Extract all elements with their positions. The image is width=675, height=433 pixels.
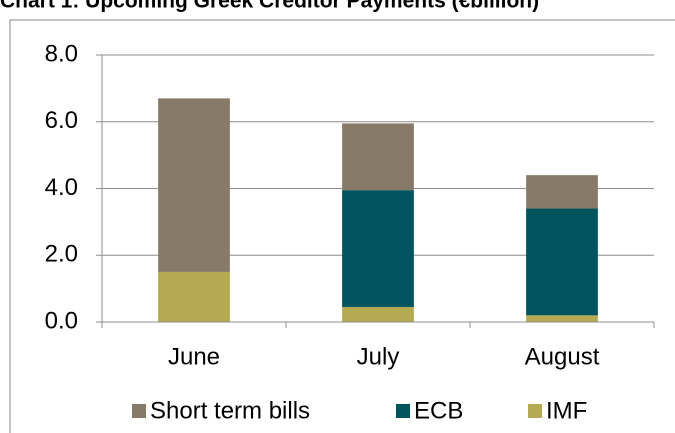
bar-segment: [526, 175, 598, 209]
legend-label: IMF: [546, 397, 587, 424]
y-tick-label: 2.0: [45, 241, 78, 268]
x-tick-label: August: [525, 343, 600, 370]
y-tick-label: 8.0: [45, 40, 78, 67]
y-tick-label: 0.0: [45, 307, 78, 334]
legend-label: ECB: [414, 397, 463, 424]
chart-title: Chart 1: Upcoming Greek Creditor Payment…: [0, 0, 539, 13]
bar-segment: [526, 315, 598, 322]
bar-segment: [342, 123, 414, 191]
legend-swatch: [528, 404, 542, 418]
legend-swatch: [396, 404, 410, 418]
bar-segment: [526, 208, 598, 316]
bar-segment: [342, 190, 414, 307]
x-tick-label: July: [357, 343, 400, 370]
bar-segment: [158, 271, 230, 322]
y-tick-label: 6.0: [45, 107, 78, 134]
legend-label: Short term bills: [150, 397, 310, 424]
y-tick-label: 4.0: [45, 174, 78, 201]
bar-segment: [158, 98, 230, 272]
legend-swatch: [132, 404, 146, 418]
bar-segment: [342, 306, 414, 322]
x-tick-label: June: [168, 343, 220, 370]
